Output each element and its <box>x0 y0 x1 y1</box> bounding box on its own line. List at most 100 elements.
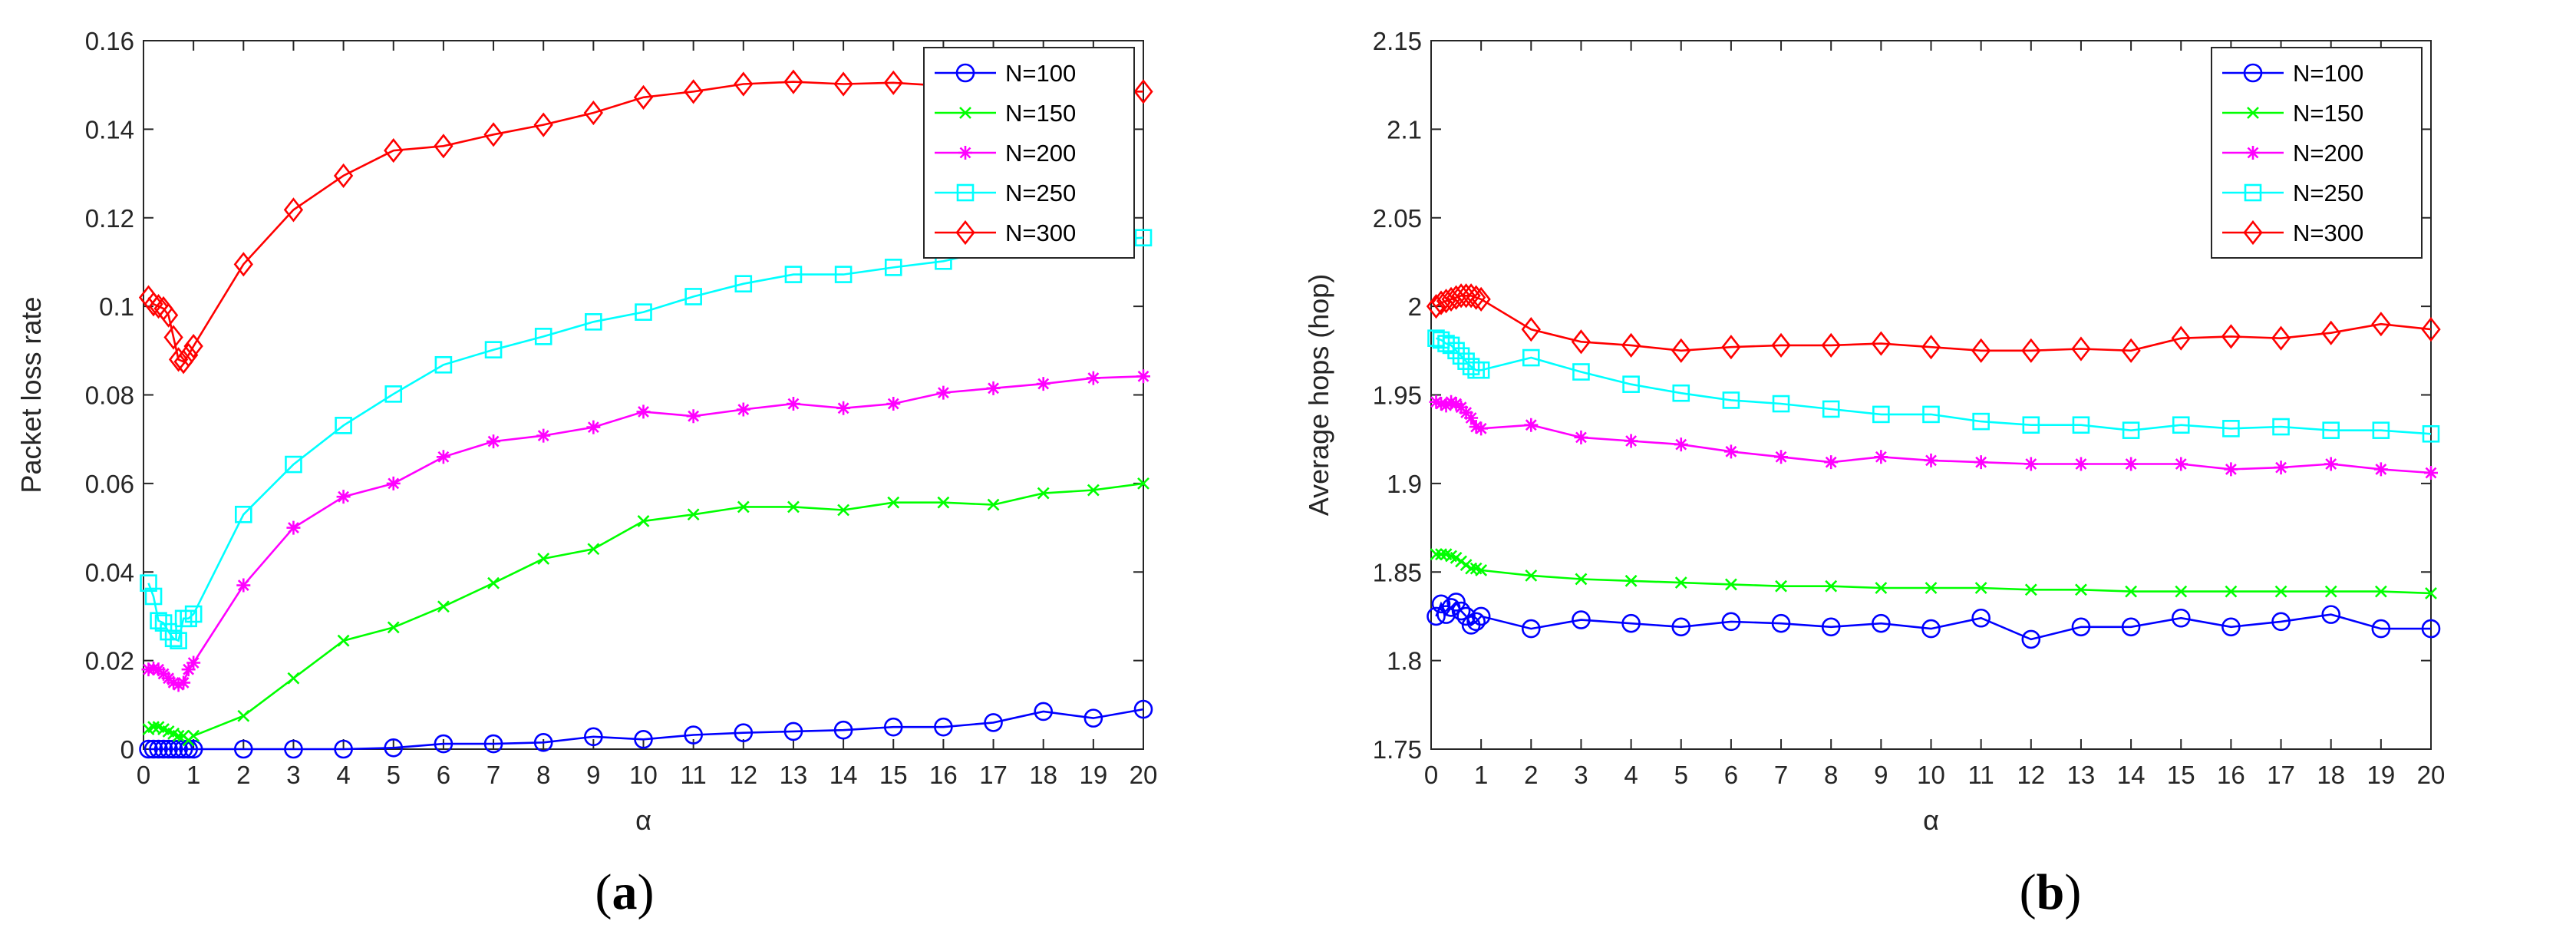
y-tick-label: 0.12 <box>85 204 134 233</box>
data-point <box>1454 400 1469 414</box>
data-point <box>1524 418 1539 432</box>
data-point <box>2324 457 2338 471</box>
data-point <box>159 739 178 759</box>
data-point <box>1874 450 1888 464</box>
data-point <box>2371 312 2391 337</box>
data-point <box>786 397 800 411</box>
data-point <box>384 385 403 403</box>
data-point <box>1134 229 1153 247</box>
data-point <box>2171 608 2191 628</box>
data-point <box>1475 564 1488 576</box>
data-point <box>1521 619 1541 639</box>
data-point <box>2022 416 2040 434</box>
data-point <box>1432 331 1450 349</box>
data-point <box>1446 593 1466 612</box>
data-point <box>1036 377 1051 391</box>
data-point <box>1436 289 1456 314</box>
data-point <box>2024 457 2038 471</box>
y-tick-label: 0.1 <box>99 292 134 321</box>
y-axis-label: Average hops (hop) <box>1303 274 1334 517</box>
x-tick-label: 15 <box>879 761 908 789</box>
data-point <box>1457 352 1475 370</box>
data-point <box>2274 461 2288 475</box>
data-point <box>2425 587 2437 599</box>
data-point <box>736 402 750 417</box>
data-point <box>783 722 803 741</box>
caption-close: ) <box>2064 864 2082 920</box>
data-point <box>937 496 950 509</box>
y-tick-label: 0 <box>120 735 134 764</box>
y-tick-label: 1.8 <box>1387 647 1422 675</box>
data-point <box>333 163 354 189</box>
data-point <box>1821 617 1841 637</box>
data-point <box>2021 338 2041 363</box>
data-point <box>834 266 853 283</box>
caption-open: ( <box>2019 864 2037 920</box>
data-point <box>1621 332 1641 358</box>
data-point <box>836 401 851 415</box>
caption-open: ( <box>595 864 612 920</box>
data-point <box>1971 608 1991 628</box>
x-tick-label: 11 <box>681 761 707 789</box>
y-tick-label: 1.9 <box>1387 470 1422 498</box>
x-tick-label: 18 <box>2317 761 2345 789</box>
data-point <box>2124 457 2139 471</box>
data-point <box>2224 462 2238 477</box>
data-point <box>584 727 603 747</box>
data-point <box>1723 444 1738 459</box>
data-point <box>1431 290 1451 315</box>
data-point <box>734 723 754 742</box>
data-point <box>936 385 951 400</box>
data-point <box>883 70 903 95</box>
data-point <box>1772 395 1790 413</box>
data-point <box>687 508 700 521</box>
data-point <box>1429 395 1443 409</box>
data-point <box>787 500 800 513</box>
data-point <box>187 729 200 742</box>
data-point <box>1136 369 1150 384</box>
data-point <box>434 355 453 374</box>
data-point <box>1442 336 1460 355</box>
data-point <box>150 612 167 630</box>
data-point <box>2021 629 2041 649</box>
data-point <box>233 739 253 759</box>
data-point <box>236 578 251 593</box>
x-tick-label: 2 <box>236 761 250 789</box>
data-point <box>1724 578 1737 591</box>
data-point <box>1875 582 1888 594</box>
data-point <box>283 197 304 223</box>
data-point <box>2274 585 2287 598</box>
data-point <box>1447 342 1465 360</box>
data-point <box>147 721 160 734</box>
x-tick-label: 1 <box>186 761 200 789</box>
series-n-200 <box>1429 395 2438 480</box>
x-tick-label: 8 <box>1824 761 1838 789</box>
x-tick-label: 18 <box>1029 761 1057 789</box>
data-point <box>1084 708 1103 728</box>
data-point <box>684 725 703 745</box>
data-point <box>286 520 301 535</box>
x-tick-label: 10 <box>629 761 658 789</box>
x-tick-label: 13 <box>2067 761 2096 789</box>
data-point <box>337 634 350 647</box>
data-point <box>637 514 650 527</box>
data-point <box>334 739 353 759</box>
x-tick-label: 19 <box>2367 761 2395 789</box>
data-point <box>2125 585 2138 598</box>
data-point <box>2122 421 2140 439</box>
series-n-250 <box>1427 329 2440 443</box>
legend-marker <box>2247 107 2259 119</box>
legend-marker <box>2244 183 2262 202</box>
data-point <box>1466 285 1486 310</box>
x-tick-label: 4 <box>336 761 350 789</box>
data-point <box>143 739 163 759</box>
x-tick-label: 16 <box>2217 761 2245 789</box>
legend-marker <box>955 220 975 246</box>
legend-label: N=150 <box>2293 100 2363 127</box>
legend-marker <box>2243 63 2263 83</box>
data-point <box>1672 384 1690 402</box>
data-point <box>181 662 196 677</box>
data-point <box>1459 405 1473 420</box>
data-point <box>1925 582 1938 594</box>
panel-caption-a: (a) <box>548 863 701 922</box>
